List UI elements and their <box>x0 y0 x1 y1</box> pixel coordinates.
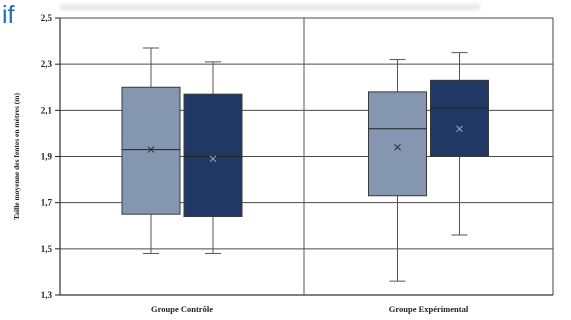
mean-marker <box>147 146 155 153</box>
box-dark <box>183 93 243 218</box>
x-category-label: Groupe Expérimental <box>389 304 469 314</box>
x-category-label: Groupe Contrôle <box>151 304 213 314</box>
label-layer: 1,3 1,5 1,7 1,9 2,1 2,3 2,5 Taille moyenne des … <box>12 13 469 314</box>
y-axis-title: Taille moyenne des fentes en mètres (m) <box>12 92 21 220</box>
y-tick-label: 1,3 <box>41 290 53 300</box>
mean-marker <box>209 155 217 163</box>
blurred-caption-strip <box>60 4 480 10</box>
y-tick-label: 2,1 <box>41 105 53 115</box>
box-layer <box>121 47 489 282</box>
y-tick-label: 1,7 <box>41 198 53 208</box>
mean-marker <box>456 125 463 133</box>
heading-fragment: if <box>2 1 15 29</box>
box-light <box>121 86 181 215</box>
y-tick-label: 1,9 <box>41 152 53 162</box>
mean-marker <box>394 143 401 151</box>
y-tick-label: 2,5 <box>41 13 53 23</box>
y-tick-label: 2,3 <box>41 59 53 69</box>
y-tick-label: 1,5 <box>41 244 53 254</box>
box-dark <box>430 79 489 157</box>
box-light <box>368 91 427 197</box>
